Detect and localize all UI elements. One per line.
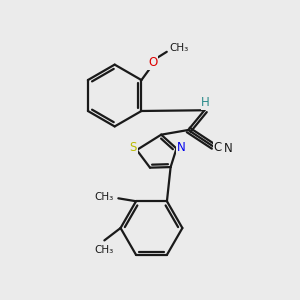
Text: CH₃: CH₃	[94, 245, 113, 255]
Text: N: N	[177, 141, 186, 154]
Text: N: N	[224, 142, 233, 155]
Text: S: S	[130, 141, 137, 154]
Text: CH₃: CH₃	[169, 43, 189, 53]
Text: CH₃: CH₃	[94, 192, 113, 202]
Text: O: O	[148, 56, 157, 70]
Text: H: H	[201, 96, 210, 109]
Text: C: C	[213, 141, 222, 154]
